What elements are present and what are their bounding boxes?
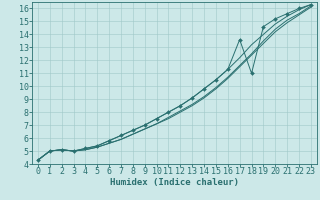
X-axis label: Humidex (Indice chaleur): Humidex (Indice chaleur): [110, 178, 239, 187]
